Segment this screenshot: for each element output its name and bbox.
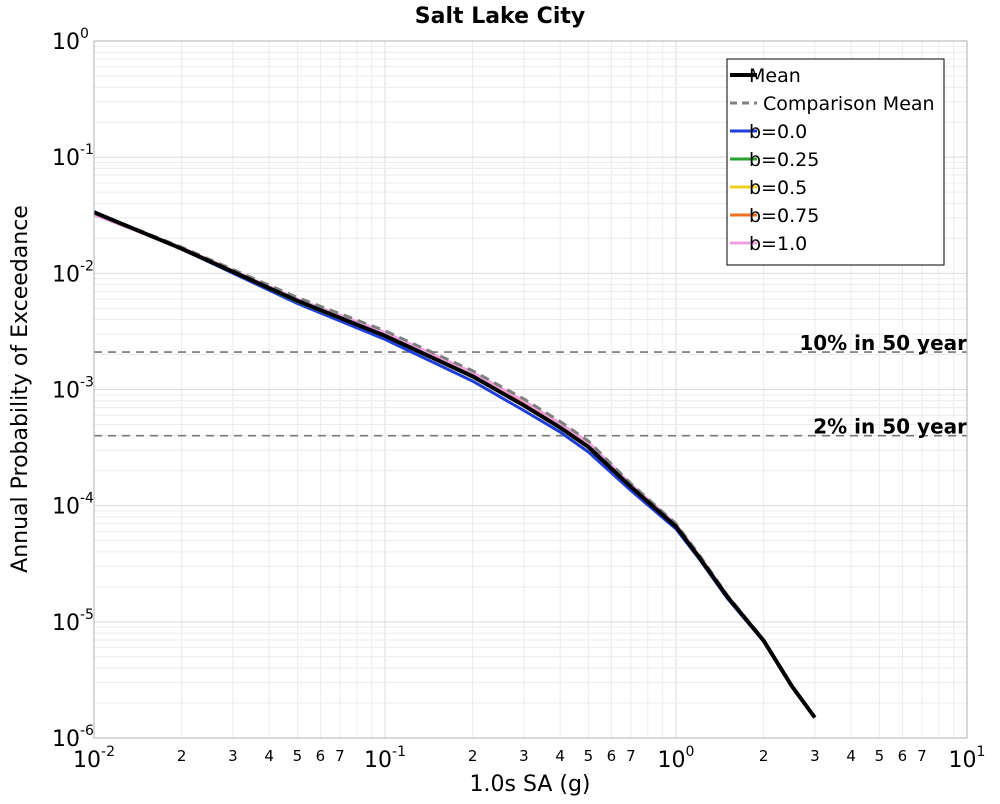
- y-tick-label: 100: [52, 26, 89, 55]
- legend-entry: b=0.75: [749, 205, 819, 227]
- series-line: [93, 210, 817, 719]
- x-minor-tick-label: 2: [177, 747, 187, 765]
- legend-entry: Comparison Mean: [763, 93, 935, 115]
- series-line: [93, 212, 817, 719]
- reference-line-label: 10% in 50 year: [799, 331, 967, 355]
- y-tick-label: 10-3: [52, 375, 94, 404]
- x-minor-tick-label: 6: [607, 747, 617, 765]
- series-lines: [93, 210, 817, 719]
- legend-entry: b=0.5: [749, 177, 807, 199]
- chart-title: Salt Lake City: [415, 4, 585, 29]
- x-minor-tick-label: 2: [759, 747, 769, 765]
- x-minor-tick-label: 4: [555, 747, 565, 765]
- x-minor-tick-label: 5: [293, 747, 303, 765]
- y-tick-label: 10-5: [52, 607, 94, 636]
- x-axis-label: 1.0s SA (g): [470, 772, 591, 797]
- legend: Mean Comparison Mean b=0.0 b=0.25 b=0.5 b=0.7…: [726, 58, 945, 266]
- x-minor-tick-label: 7: [335, 747, 345, 765]
- x-minor-tick-label: 6: [898, 747, 908, 765]
- x-tick-label: 100: [658, 744, 695, 773]
- x-minor-tick-label: 4: [846, 747, 856, 765]
- x-minor-tick-label: 7: [917, 747, 927, 765]
- legend-entry: b=0.25: [749, 149, 819, 171]
- series-line: [93, 211, 817, 719]
- x-minor-tick-label: 5: [875, 747, 885, 765]
- y-tick-label: 10-1: [52, 142, 94, 171]
- reference-line-label: 2% in 50 year: [813, 415, 967, 439]
- plot-frame: [93, 40, 968, 739]
- y-tick-label: 10-4: [52, 491, 94, 520]
- y-tick-label: 10-6: [52, 723, 94, 752]
- reference-lines: 10% in 50 year 2% in 50 year: [94, 331, 967, 439]
- x-minor-tick-label: 3: [228, 747, 238, 765]
- x-tick-label: 10-2: [73, 744, 115, 773]
- legend-box: [726, 58, 945, 266]
- x-minor-tick-label: 6: [316, 747, 326, 765]
- x-tick-label: 10-1: [364, 744, 406, 773]
- series-line: [93, 213, 817, 719]
- y-tick-label: 10-2: [52, 258, 94, 287]
- series-line: [93, 210, 817, 719]
- x-minor-tick-label: 7: [626, 747, 636, 765]
- grid: [93, 41, 967, 739]
- y-axis-label: Annual Probability of Exceedance: [8, 205, 33, 573]
- legend-entry: Mean: [749, 65, 801, 87]
- x-minor-tick-label: 5: [584, 747, 594, 765]
- x-minor-tick-label: 2: [468, 747, 478, 765]
- x-minor-tick-label: 3: [810, 747, 820, 765]
- x-tick-label: 101: [949, 744, 986, 773]
- x-minor-tick-label: 4: [264, 747, 274, 765]
- legend-entry: b=1.0: [749, 233, 807, 255]
- x-minor-tick-label: 3: [519, 747, 529, 765]
- series-line: [93, 210, 817, 719]
- legend-entry: b=0.0: [749, 121, 807, 143]
- series-line: [93, 210, 817, 719]
